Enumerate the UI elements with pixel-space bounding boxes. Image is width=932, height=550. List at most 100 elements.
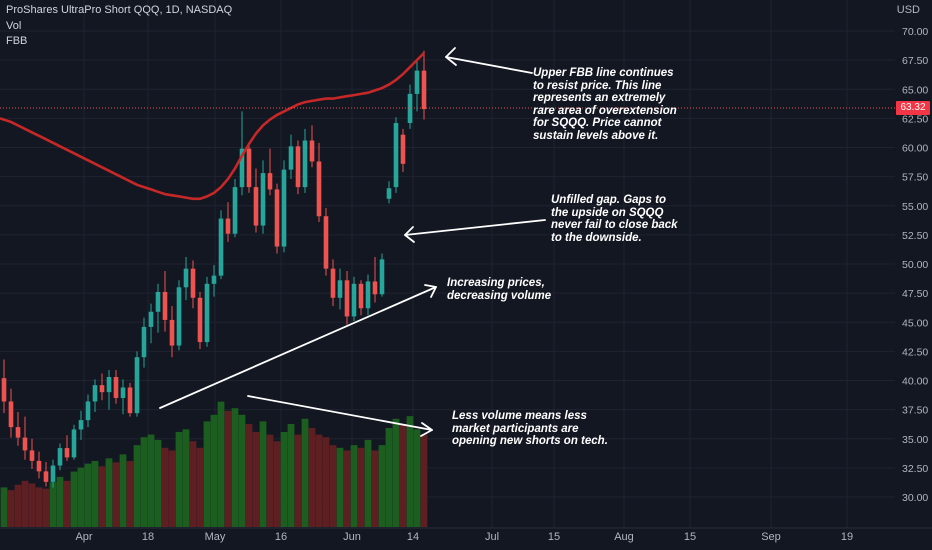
- volume-bar: [245, 424, 253, 527]
- fbb-upper-line: [0, 52, 425, 201]
- time-tick-label: 14: [406, 531, 420, 543]
- candle-body: [281, 169, 287, 247]
- arrow-price-trend: [159, 286, 437, 409]
- candle-body: [92, 385, 98, 402]
- candle-body: [330, 268, 336, 298]
- candle-body: [211, 275, 217, 284]
- volume-bar: [336, 447, 344, 527]
- volume-bar: [357, 447, 365, 527]
- candle-body: [351, 283, 357, 317]
- candle-body: [400, 134, 406, 164]
- volume-bar: [378, 445, 386, 527]
- volume-bar: [133, 445, 141, 527]
- candle-body: [169, 319, 175, 346]
- volume-bar: [406, 416, 414, 527]
- price-tick-label: 47.50: [902, 288, 928, 300]
- candle-body: [50, 465, 56, 482]
- arrowhead-volume: [420, 422, 433, 437]
- candle-body: [8, 401, 14, 428]
- volume-bar: [273, 441, 281, 527]
- price-tick-label: 32.50: [902, 463, 928, 475]
- volume-bar: [168, 450, 176, 527]
- volume-bar: [196, 447, 204, 527]
- volume-bar: [217, 401, 225, 527]
- symbol-title[interactable]: ProShares UltraPro Short QQQ, 1D, NASDAQ: [6, 4, 233, 16]
- volume-bar: [42, 488, 50, 527]
- candle-body: [78, 420, 84, 430]
- volume-bar: [21, 480, 29, 527]
- currency-label[interactable]: USD: [896, 4, 920, 16]
- candle-body: [379, 259, 385, 295]
- arrow-gap: [404, 219, 546, 236]
- candle-body: [407, 93, 413, 124]
- price-tick-label: 55.00: [902, 201, 928, 213]
- candle-body: [134, 357, 140, 414]
- time-tick-label: Sep: [761, 531, 781, 543]
- volume-bar: [35, 487, 43, 527]
- price-tick-label: 45.00: [902, 317, 928, 329]
- candle-body: [183, 268, 189, 288]
- volume-bar: [182, 429, 190, 527]
- volume-bar: [371, 450, 379, 527]
- annotation-volume: Less volume means less market participant…: [452, 410, 608, 448]
- volume-bar: [329, 445, 337, 527]
- volume-bar: [280, 431, 288, 527]
- candle-body: [190, 268, 196, 298]
- volume-bar: [392, 418, 400, 527]
- volume-bar: [14, 484, 22, 527]
- candle-body: [309, 140, 315, 162]
- candle-body: [302, 140, 308, 188]
- volume-bar: [175, 431, 183, 527]
- volume-bar: [224, 410, 232, 527]
- price-tick-label: 67.50: [902, 55, 928, 67]
- candle-body: [225, 218, 231, 234]
- volume-bar: [98, 466, 106, 527]
- volume-bar: [413, 429, 421, 527]
- volume-bar: [112, 462, 120, 527]
- volume-bar: [231, 408, 239, 527]
- time-tick-label: 15: [683, 531, 697, 543]
- volume-bar: [105, 458, 113, 527]
- candle-body: [1, 378, 7, 402]
- volume-bar: [343, 450, 351, 527]
- candle-body: [316, 161, 322, 217]
- time-tick-label: Jul: [484, 531, 500, 543]
- candle-body: [323, 216, 329, 269]
- last-price-tag: 63.32: [896, 101, 930, 115]
- volume-bar: [77, 467, 85, 527]
- volume-bar: [294, 434, 302, 527]
- candle-body: [232, 187, 238, 234]
- candle-body: [239, 148, 245, 188]
- volume-bar: [315, 434, 323, 527]
- volume-bar: [91, 461, 99, 527]
- candle-body: [57, 448, 63, 466]
- volume-bars: [0, 401, 428, 527]
- candle-body: [71, 429, 77, 458]
- candle-body: [99, 385, 105, 393]
- volume-bar: [301, 418, 309, 527]
- fbb-label[interactable]: FBB: [6, 35, 28, 47]
- volume-label[interactable]: Vol: [6, 19, 22, 32]
- candle-body: [421, 70, 427, 110]
- price-tick-label: 42.50: [902, 346, 928, 358]
- price-axis[interactable]: 70.00 67.50 65.00 62.50 60.00 57.50 55.00 52.50…: [902, 26, 928, 504]
- price-tick-label: 52.50: [902, 230, 928, 242]
- time-tick-label: 19: [840, 531, 854, 543]
- candle-body: [64, 448, 70, 458]
- candle-body: [260, 173, 266, 226]
- price-tick-label: 57.50: [902, 172, 928, 184]
- candle-body: [358, 283, 364, 309]
- annotation-arrows: [159, 47, 546, 437]
- volume-bar: [287, 424, 295, 527]
- candle-body: [85, 401, 91, 421]
- arrow-volume: [247, 395, 433, 431]
- annotation-gap: Unfilled gap. Gaps to the upside on SQQQ n…: [551, 194, 678, 244]
- candle-body: [106, 377, 112, 393]
- volume-bar: [84, 463, 92, 527]
- arrowhead-gap: [404, 226, 415, 243]
- volume-bar: [266, 434, 274, 527]
- candle-body: [176, 287, 182, 346]
- arrow-upper-fbb: [445, 56, 533, 74]
- arrowhead-price-trend: [424, 284, 437, 298]
